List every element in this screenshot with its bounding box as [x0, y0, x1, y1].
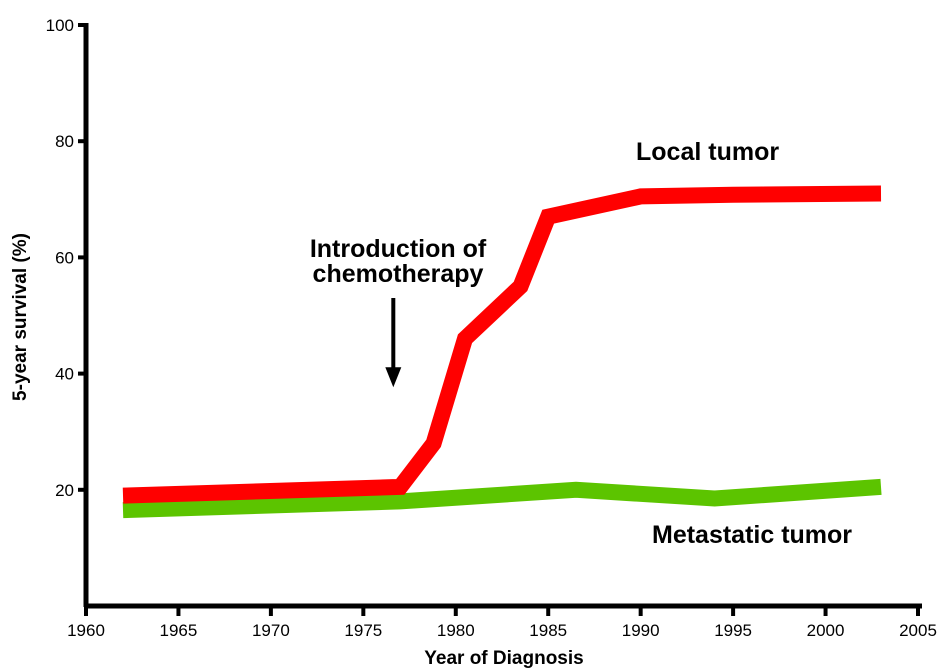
arrow-head [385, 367, 402, 388]
annotation-line-1: Introduction of [310, 235, 487, 263]
series-line-local-tumor [122, 185, 882, 504]
x-tick-label: 1985 [529, 621, 567, 640]
y-tick-label: 80 [55, 132, 74, 151]
x-tick-label: 1995 [714, 621, 752, 640]
series-line-metastatic-tumor [122, 478, 882, 519]
series-group [122, 185, 882, 519]
x-tick-label: 1960 [67, 621, 105, 640]
x-tick-label: 1990 [622, 621, 660, 640]
y-axis-title: 5-year survival (%) [10, 233, 31, 401]
series-label-local-tumor: Local tumor [636, 138, 779, 166]
y-tick-label: 100 [46, 16, 74, 35]
x-axis-title: Year of Diagnosis [424, 648, 583, 669]
y-tick-label: 20 [55, 481, 74, 500]
labels: 5-year survival (%) Year of Diagnosis Lo… [10, 138, 852, 669]
ticks: 20 40 60 80 100 1960 1965 1970 1975 1980 1985 1990 1… [46, 16, 937, 640]
x-tick-label: 1975 [344, 621, 382, 640]
x-tick-label: 1980 [437, 621, 475, 640]
series-label-metastatic-tumor: Metastatic tumor [652, 521, 852, 549]
x-tick-label: 1970 [252, 621, 290, 640]
axes [83, 23, 922, 609]
x-tick-label: 1965 [160, 621, 198, 640]
y-tick-label: 40 [55, 365, 74, 384]
x-tick-label: 2005 [899, 621, 937, 640]
x-tick-label: 2000 [807, 621, 845, 640]
annotation-line-2: chemotherapy [313, 260, 484, 288]
chemotherapy-arrow [385, 298, 402, 388]
y-tick-label: 60 [55, 248, 74, 267]
